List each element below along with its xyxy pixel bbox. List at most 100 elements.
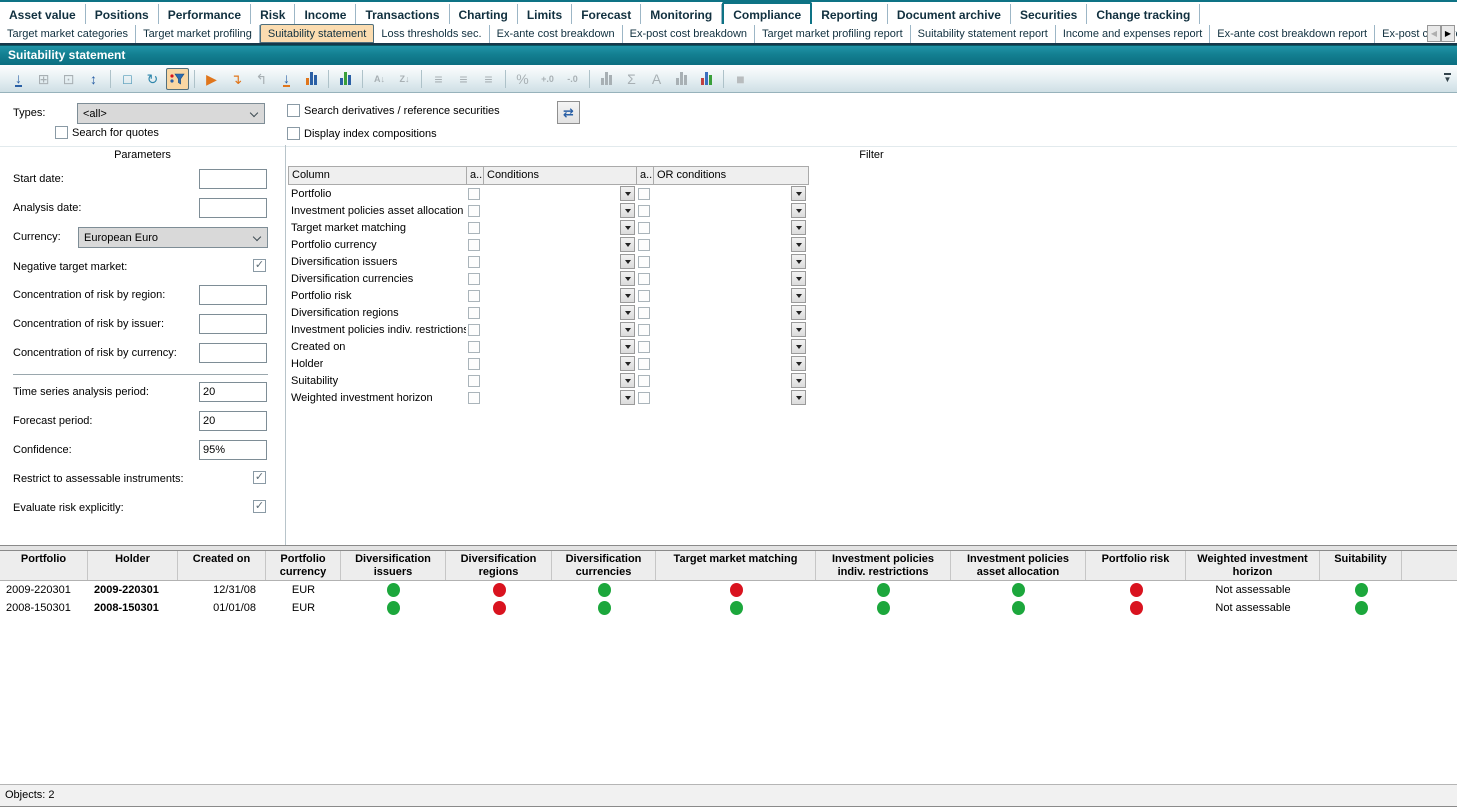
sub-tab-ex-ante-cost-breakdown[interactable]: Ex-ante cost breakdown — [490, 25, 623, 44]
results-header-diversification-issuers[interactable]: Diversification issuers — [341, 551, 446, 580]
sub-tab-target-market-profiling[interactable]: Target market profiling — [136, 25, 260, 44]
filter-conditions-dropdown-button[interactable] — [620, 220, 635, 235]
filter-and-checkbox[interactable] — [468, 290, 480, 302]
filter-or-and-checkbox[interactable] — [638, 188, 650, 200]
new-layout-button[interactable]: □ — [116, 68, 139, 90]
filter-and-checkbox[interactable] — [468, 239, 480, 251]
filter-or-and-checkbox[interactable] — [638, 307, 650, 319]
results-header-holder[interactable]: Holder — [88, 551, 178, 580]
main-tab-performance[interactable]: Performance — [159, 4, 251, 26]
filter-or-and-checkbox[interactable] — [638, 256, 650, 268]
align-center-button[interactable]: ≡ — [452, 68, 475, 90]
filter-conditions-dropdown-button[interactable] — [620, 271, 635, 286]
start-date-field[interactable] — [199, 169, 267, 189]
row-bars-button[interactable] — [595, 68, 618, 90]
concentration-of-risk-by-region-field[interactable] — [199, 285, 267, 305]
filter-or-and-checkbox[interactable] — [638, 205, 650, 217]
filter-or-conditions-dropdown-button[interactable] — [791, 220, 806, 235]
filter-and-checkbox[interactable] — [468, 256, 480, 268]
filter-or-conditions-dropdown-button[interactable] — [791, 186, 806, 201]
filter-and-checkbox[interactable] — [468, 205, 480, 217]
filter-or-conditions-dropdown-button[interactable] — [791, 356, 806, 371]
display-index-checkbox[interactable] — [287, 127, 300, 140]
filter-conditions-dropdown-button[interactable] — [620, 373, 635, 388]
filter-or-conditions-dropdown-button[interactable] — [791, 203, 806, 218]
sub-tab-ex-post-cost-breakdown[interactable]: Ex-post cost breakdown — [623, 25, 755, 44]
distribution-button[interactable] — [334, 68, 357, 90]
filter-and-checkbox[interactable] — [468, 358, 480, 370]
results-header-investment-policies-asset-allocation[interactable]: Investment policies asset allocation — [951, 551, 1086, 580]
filter-conditions-dropdown-button[interactable] — [620, 203, 635, 218]
main-tab-reporting[interactable]: Reporting — [812, 4, 888, 26]
results-header-portfolio[interactable]: Portfolio — [0, 551, 88, 580]
restore-button[interactable]: ⊡ — [57, 68, 80, 90]
refresh-search-button[interactable]: ⇄ — [557, 101, 580, 124]
filter-or-conditions-dropdown-button[interactable] — [791, 271, 806, 286]
filter-and-checkbox[interactable] — [468, 307, 480, 319]
result-row[interactable]: 2008-1503012008-15030101/01/08EURNot ass… — [0, 599, 1457, 617]
stop-button[interactable]: ■ — [729, 68, 752, 90]
tab-scroll-right-button[interactable]: ▶ — [1441, 25, 1455, 42]
main-tab-document-archive[interactable]: Document archive — [888, 4, 1011, 26]
filter-or-and-checkbox[interactable] — [638, 341, 650, 353]
filter-or-conditions-dropdown-button[interactable] — [791, 322, 806, 337]
add-decimals-button[interactable]: +.0 — [536, 68, 559, 90]
filter-or-and-checkbox[interactable] — [638, 273, 650, 285]
results-header-portfolio-currency[interactable]: Portfolio currency — [266, 551, 341, 580]
font-button[interactable]: A — [645, 68, 668, 90]
sub-tab-suitability-statement[interactable]: Suitability statement — [260, 24, 374, 43]
main-tab-positions[interactable]: Positions — [86, 4, 159, 26]
main-tab-compliance[interactable]: Compliance — [722, 2, 812, 25]
results-header-target-market-matching[interactable]: Target market matching — [656, 551, 816, 580]
chart-drill-button[interactable] — [300, 68, 323, 90]
sub-tab-ex-ante-cost-breakdown-report[interactable]: Ex-ante cost breakdown report — [1210, 25, 1375, 44]
main-tab-limits[interactable]: Limits — [518, 4, 572, 26]
filter-or-conditions-dropdown-button[interactable] — [791, 288, 806, 303]
filter-conditions-dropdown-button[interactable] — [620, 288, 635, 303]
filter-or-and-checkbox[interactable] — [638, 392, 650, 404]
filter-and-checkbox[interactable] — [468, 273, 480, 285]
results-header-suitability[interactable]: Suitability — [1320, 551, 1402, 580]
filter-or-and-checkbox[interactable] — [638, 324, 650, 336]
filter-or-and-checkbox[interactable] — [638, 358, 650, 370]
sub-tab-income-and-expenses-report[interactable]: Income and expenses report — [1056, 25, 1210, 44]
filter-or-and-checkbox[interactable] — [638, 222, 650, 234]
types-combobox[interactable]: <all> — [77, 103, 265, 124]
filter-and-checkbox[interactable] — [468, 324, 480, 336]
restrict-to-assessable-instruments-checkbox[interactable]: ✓ — [253, 471, 266, 484]
filter-or-conditions-dropdown-button[interactable] — [791, 373, 806, 388]
concentration-of-risk-by-currency-field[interactable] — [199, 343, 267, 363]
step-forward-button[interactable]: ▶ — [200, 68, 223, 90]
main-tab-risk[interactable]: Risk — [251, 4, 295, 26]
results-header-created-on[interactable]: Created on — [178, 551, 266, 580]
forecast-period-field[interactable] — [199, 411, 267, 431]
drilldown-button[interactable]: ↓ — [275, 68, 298, 90]
step-into-button[interactable]: ↴ — [225, 68, 248, 90]
search-derivatives-checkbox[interactable] — [287, 104, 300, 117]
percent-button[interactable]: % — [511, 68, 534, 90]
currency-combobox[interactable]: European Euro — [78, 227, 268, 248]
filter-and-checkbox[interactable] — [468, 375, 480, 387]
sort-asc-button[interactable]: A↓ — [368, 68, 391, 90]
filter-conditions-dropdown-button[interactable] — [620, 305, 635, 320]
negative-target-market-checkbox[interactable]: ✓ — [253, 259, 266, 272]
step-out-button[interactable]: ↰ — [250, 68, 273, 90]
align-left-button[interactable]: ≡ — [427, 68, 450, 90]
refresh-button[interactable]: ↻ — [141, 68, 164, 90]
search-for-quotes-checkbox[interactable] — [55, 126, 68, 139]
main-tab-change-tracking[interactable]: Change tracking — [1087, 4, 1200, 26]
result-row[interactable]: 2009-2203012009-22030112/31/08EURNot ass… — [0, 581, 1457, 599]
filter-or-and-checkbox[interactable] — [638, 239, 650, 251]
filter-and-checkbox[interactable] — [468, 188, 480, 200]
filter-conditions-dropdown-button[interactable] — [620, 339, 635, 354]
export-button[interactable]: ↓ — [7, 68, 30, 90]
filter-and-checkbox[interactable] — [468, 392, 480, 404]
filter-or-and-checkbox[interactable] — [638, 375, 650, 387]
sub-tab-loss-thresholds-sec[interactable]: Loss thresholds sec. — [374, 25, 489, 44]
time-series-analysis-period-field[interactable] — [199, 382, 267, 402]
results-header-investment-policies-indiv-restrictions[interactable]: Investment policies indiv. restrictions — [816, 551, 951, 580]
filter-and-checkbox[interactable] — [468, 222, 480, 234]
main-tab-forecast[interactable]: Forecast — [572, 4, 641, 26]
main-tab-asset-value[interactable]: Asset value — [0, 4, 86, 26]
align-right-button[interactable]: ≡ — [477, 68, 500, 90]
